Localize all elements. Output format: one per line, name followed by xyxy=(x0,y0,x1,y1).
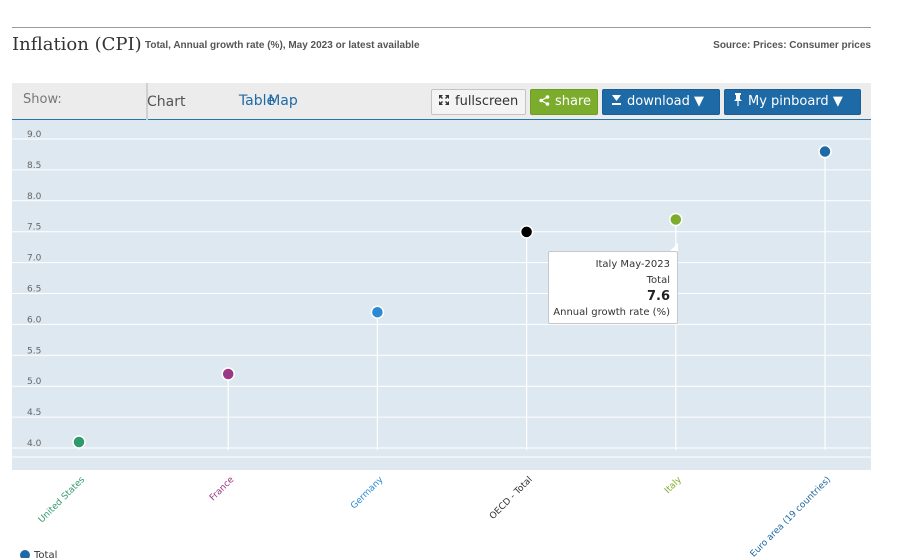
chart-subtitle: Total, Annual growth rate (%), May 2023 … xyxy=(145,40,420,51)
data-point xyxy=(519,225,534,239)
y-tick-label: 8.5 xyxy=(27,161,41,171)
tooltip-value: 7.6 xyxy=(646,289,670,304)
data-point xyxy=(370,305,385,319)
source-label: Source: Prices: Consumer prices xyxy=(713,40,871,51)
share-label: share xyxy=(555,94,592,109)
x-tick-label: France xyxy=(208,475,237,504)
tab-table[interactable]: Table xyxy=(238,93,276,109)
x-tick-label: United States xyxy=(37,475,87,525)
x-tick-label: Germany xyxy=(349,475,386,512)
share-icon xyxy=(539,90,550,114)
fullscreen-label: fullscreen xyxy=(455,94,519,109)
y-tick-label: 5.0 xyxy=(27,377,42,387)
download-label: download ▼ xyxy=(627,94,704,109)
data-point xyxy=(221,367,235,381)
y-tick-label: 5.5 xyxy=(27,346,41,356)
pinboard-label: My pinboard ▼ xyxy=(748,94,843,109)
chart: 4.0 4.5 5.0 5.5 6.0 6.5 7.0 7.5 8.0 8.5 9.0 xyxy=(12,130,871,458)
show-label: Show: xyxy=(23,92,62,107)
page-title: Inflation (CPI) xyxy=(12,34,142,55)
header: Inflation (CPI) Total, Annual growth rat… xyxy=(12,34,871,60)
fullscreen-icon xyxy=(438,90,450,114)
y-tick-label: 7.0 xyxy=(27,254,42,264)
tooltip-arrow xyxy=(669,243,678,252)
x-axis-labels: United States France Germany OECD - Total It… xyxy=(37,475,833,558)
data-point xyxy=(818,144,832,159)
tooltip: Italy May-2023 Total 7.6 Annual growth r… xyxy=(548,251,678,324)
y-tick-label: 4.0 xyxy=(27,439,42,449)
y-tick-label: 6.5 xyxy=(27,285,41,295)
legend-swatch xyxy=(20,550,30,558)
y-tick-label: 7.5 xyxy=(27,223,41,233)
chart-toolbar: Show: Chart Map Table fullscreen share d… xyxy=(12,83,871,121)
download-icon xyxy=(611,90,622,114)
tab-map[interactable]: Map xyxy=(268,93,298,109)
fullscreen-button[interactable]: fullscreen xyxy=(431,89,526,115)
legend[interactable]: Total xyxy=(20,550,57,558)
data-point xyxy=(669,212,683,227)
y-tick-label: 8.0 xyxy=(27,192,42,202)
tooltip-title: Italy May-2023 xyxy=(595,259,670,270)
top-divider xyxy=(12,27,871,28)
y-tick-label: 4.5 xyxy=(27,408,41,418)
y-tick-label: 6.0 xyxy=(27,315,42,325)
y-tick-label: 9.0 xyxy=(27,130,42,140)
x-tick-label: Euro area (19 countries) xyxy=(749,475,833,558)
tooltip-series: Total xyxy=(646,275,670,286)
download-button[interactable]: download ▼ xyxy=(602,89,720,115)
pin-icon xyxy=(733,90,743,114)
x-tick-label: OECD - Total xyxy=(488,475,535,522)
legend-label: Total xyxy=(34,550,58,558)
x-tick-label: Italy xyxy=(663,475,684,496)
pinboard-button[interactable]: My pinboard ▼ xyxy=(724,89,861,115)
tooltip-unit: Annual growth rate (%) xyxy=(553,307,670,318)
data-point xyxy=(72,435,86,449)
share-button[interactable]: share xyxy=(530,89,598,115)
tab-chart[interactable]: Chart xyxy=(146,83,185,121)
plot-area: 4.0 4.5 5.0 5.5 6.0 6.5 7.0 7.5 8.0 8.5 9.0 xyxy=(12,120,871,470)
